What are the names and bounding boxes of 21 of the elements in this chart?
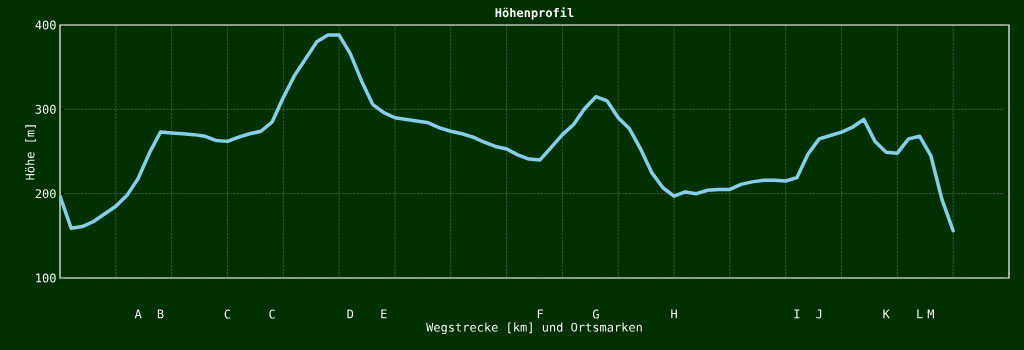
x-tick-label: C bbox=[224, 309, 231, 319]
x-tick-label: A bbox=[134, 309, 142, 319]
x-tick-label: D bbox=[347, 309, 354, 319]
x-tick-label: K bbox=[883, 309, 890, 319]
x-tick-label: M bbox=[927, 309, 934, 319]
x-tick-label: L bbox=[917, 309, 923, 319]
x-tick-label: H bbox=[671, 309, 677, 319]
x-axis-title: Wegstrecke [km] und Ortsmarken bbox=[426, 322, 642, 335]
y-axis-title: Höhe [m] bbox=[25, 125, 36, 180]
x-tick-label: F bbox=[537, 309, 543, 319]
x-tick-label: E bbox=[381, 309, 387, 319]
chart-title: Höhenprofil bbox=[495, 7, 574, 20]
x-tick-label: J bbox=[816, 309, 822, 319]
x-tick-label: G bbox=[592, 309, 599, 319]
x-tick-label: I bbox=[794, 309, 800, 319]
y-tick-label: 100 bbox=[36, 273, 56, 283]
y-tick-label: 400 bbox=[35, 20, 56, 30]
y-tick-label: 200 bbox=[35, 189, 56, 199]
x-tick-label: C bbox=[269, 309, 275, 319]
y-tick-label: 300 bbox=[35, 104, 56, 114]
x-tick-label: B bbox=[157, 309, 164, 319]
